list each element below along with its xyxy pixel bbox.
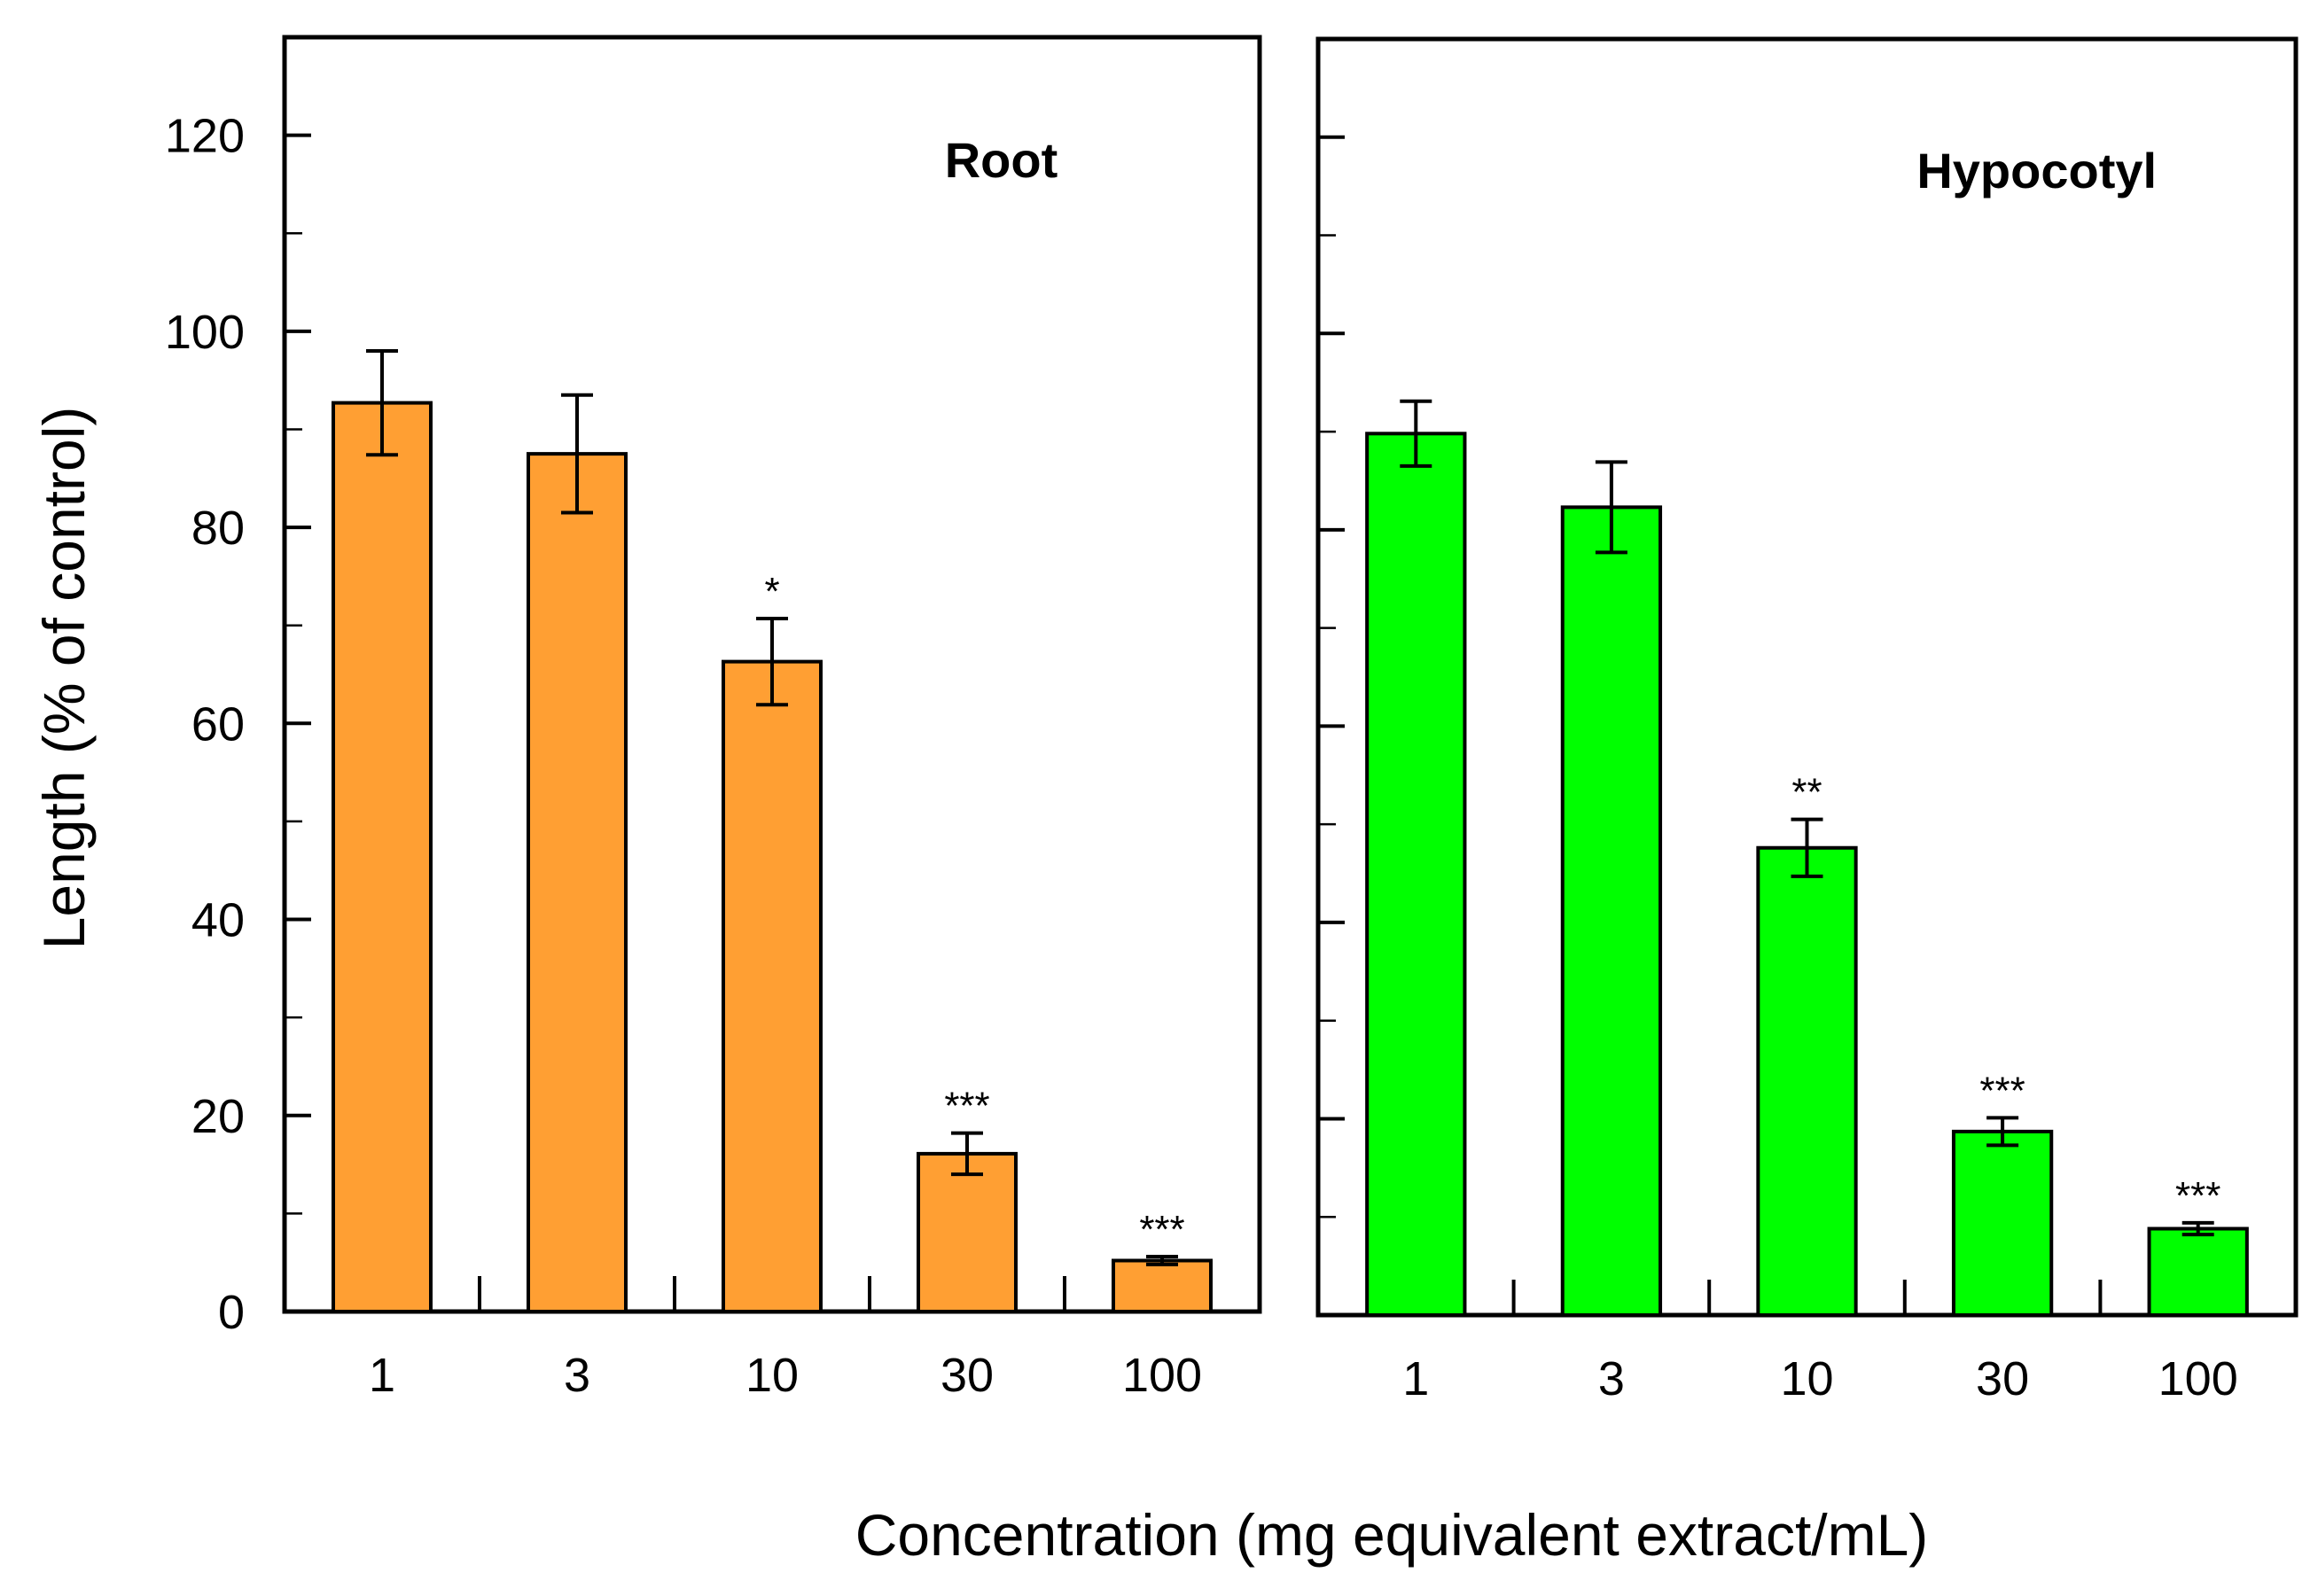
y-tick-label: 100 xyxy=(165,306,245,359)
significance-marker: *** xyxy=(944,1085,989,1128)
x-tick-label: 1 xyxy=(1402,1352,1429,1405)
y-axis-label: Length (% of control) xyxy=(31,407,97,950)
y-tick-label: 60 xyxy=(191,697,245,751)
bar xyxy=(1560,505,1663,1317)
bar xyxy=(332,401,433,1314)
significance-marker: * xyxy=(764,570,779,613)
x-tick-label: 3 xyxy=(1598,1352,1625,1405)
panel-title: Hypocotyl xyxy=(1916,143,2157,199)
bar xyxy=(917,1151,1018,1313)
x-axis-label: Concentration (mg equivalent extract/mL) xyxy=(855,1502,1929,1568)
y-tick-label: 0 xyxy=(218,1286,245,1339)
bar xyxy=(1756,845,1858,1317)
significance-marker: *** xyxy=(1979,1069,2025,1112)
significance-marker: *** xyxy=(1139,1208,1184,1251)
x-tick-label: 10 xyxy=(1780,1352,1833,1405)
panel-hypocotyl: Hypocotyl 1 3 ** 10 *** 30 *** 100 xyxy=(1315,36,2298,1405)
bar xyxy=(1365,432,1467,1317)
significance-marker: ** xyxy=(1791,771,1822,814)
bar xyxy=(1951,1129,2054,1318)
panel-title: Root xyxy=(945,132,1058,188)
y-tick-label: 120 xyxy=(165,110,245,163)
y-tick-label: 80 xyxy=(191,502,245,555)
significance-marker: *** xyxy=(2175,1174,2220,1218)
bar xyxy=(1112,1258,1213,1313)
x-tick-label: 100 xyxy=(1122,1349,1202,1402)
x-tick-label: 1 xyxy=(369,1349,395,1402)
x-tick-label: 30 xyxy=(940,1349,994,1402)
bar xyxy=(2147,1226,2249,1317)
x-tick-label: 100 xyxy=(2158,1352,2238,1405)
x-tick-label: 10 xyxy=(745,1349,799,1402)
x-tick-label: 30 xyxy=(1976,1352,2029,1405)
bar xyxy=(527,452,628,1313)
x-tick-label: 3 xyxy=(564,1349,590,1402)
bar xyxy=(722,659,823,1313)
y-tick-label: 20 xyxy=(191,1090,245,1143)
y-tick-label: 40 xyxy=(191,894,245,947)
panel-root: 0 20 40 60 80 100 120 Root 1 3 * 10 *** 30 *** 100 xyxy=(165,35,1262,1402)
